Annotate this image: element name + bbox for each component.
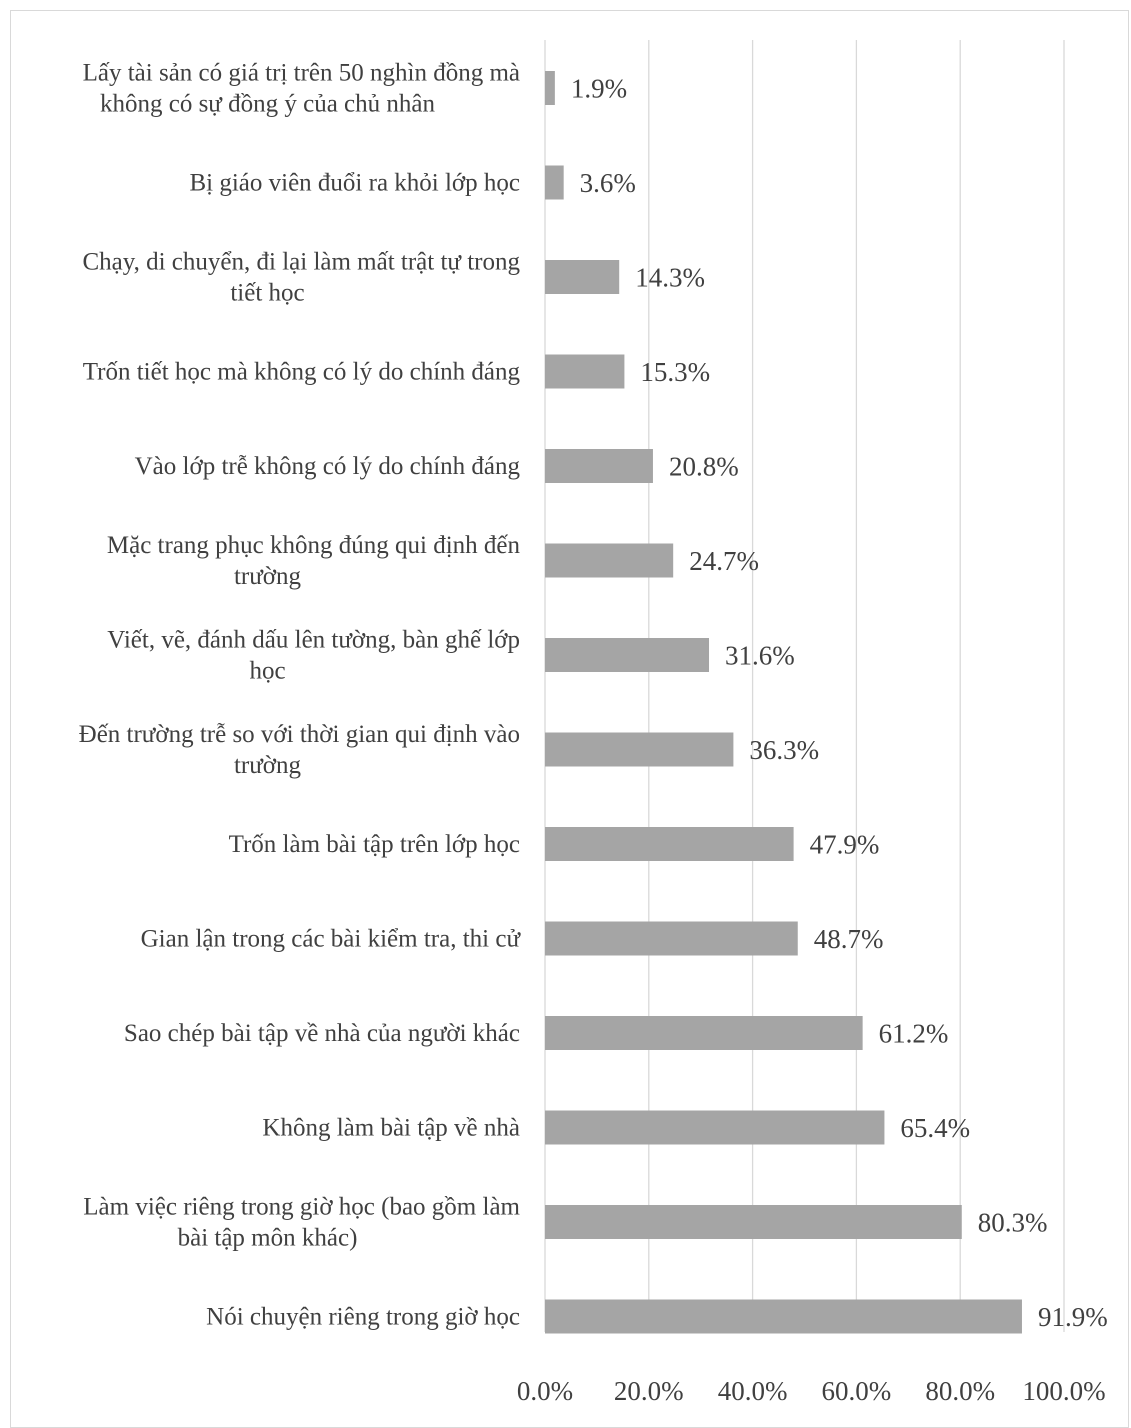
data-label: 31.6% (725, 641, 795, 671)
data-label: 61.2% (879, 1019, 949, 1049)
bar (545, 921, 798, 956)
category-label: Lấy tài sản có giá trị trên 50 nghìn đồn… (83, 60, 520, 87)
category-label: bài tập môn khác) (178, 1225, 358, 1252)
data-label: 15.3% (640, 357, 710, 387)
bar (545, 543, 674, 578)
bar (545, 1016, 863, 1050)
data-label: 48.7% (814, 924, 884, 954)
category-label: trường (234, 752, 302, 779)
bar (545, 165, 564, 200)
x-tick-label: 40.0% (718, 1376, 788, 1406)
bar (545, 732, 734, 767)
data-label: 36.3% (749, 735, 819, 765)
x-tick-label: 0.0% (517, 1376, 573, 1406)
bars (545, 71, 1022, 1334)
category-label: tiết học (230, 280, 304, 307)
bar (545, 638, 710, 672)
category-label: Không làm bài tập về nhà (262, 1115, 520, 1142)
category-label: Trốn làm bài tập trên lớp học (229, 831, 520, 858)
bar (545, 1205, 962, 1239)
bar (545, 260, 620, 294)
data-label: 91.9% (1038, 1302, 1108, 1332)
category-label: Trốn tiết học mà không có lý do chính đá… (83, 359, 521, 386)
category-label: Làm việc riêng trong giờ học (bao gồm là… (83, 1194, 520, 1221)
category-label: Mặc trang phục không đúng qui định đến (107, 532, 521, 559)
category-label: không có sự đồng ý của chủ nhân (100, 91, 436, 118)
bar (545, 354, 625, 389)
category-label: Đến trường trễ so với thời gian qui định… (79, 721, 520, 748)
bar (545, 827, 794, 861)
x-tick-label: 60.0% (822, 1376, 892, 1406)
x-axis-tick-labels: 0.0% 20.0% 40.0% 60.0% 80.0% 100.0% (517, 1376, 1106, 1406)
bar (545, 449, 653, 483)
data-label: 47.9% (810, 830, 880, 860)
category-label: Vào lớp trễ không có lý do chính đáng (135, 453, 521, 480)
data-label: 1.9% (571, 74, 627, 104)
data-label: 14.3% (635, 263, 705, 293)
bar (545, 71, 555, 105)
category-label: học (249, 658, 285, 685)
category-label: Sao chép bài tập về nhà của người khác (124, 1020, 520, 1047)
data-label: 80.3% (978, 1208, 1048, 1238)
category-label: trường (234, 563, 302, 590)
category-label: Gian lận trong các bài kiểm tra, thi cử (141, 926, 522, 953)
category-label: Viết, vẽ, đánh dấu lên tường, bàn ghế lớ… (107, 627, 520, 654)
data-label: 65.4% (900, 1113, 970, 1143)
category-labels: Lấy tài sản có giá trị trên 50 nghìn đồn… (79, 60, 522, 1331)
category-label: Nói chuyện riêng trong giờ học (206, 1304, 520, 1331)
chart-frame (10, 10, 1129, 1428)
data-label: 24.7% (689, 546, 759, 576)
x-tick-label: 100.0% (1022, 1376, 1105, 1406)
data-label: 3.6% (580, 168, 636, 198)
bar (545, 1299, 1022, 1334)
category-label: Chạy, di chuyển, đi lại làm mất trật tự … (82, 249, 520, 276)
bar (545, 1110, 885, 1145)
x-tick-label: 20.0% (614, 1376, 684, 1406)
data-label: 20.8% (669, 452, 739, 482)
category-label: Bị giáo viên đuổi ra khỏi lớp học (189, 170, 520, 197)
data-labels: 1.9% 3.6% 14.3% 15.3% 20.8% 24.7% 31.6% 36.3% 47… (571, 74, 1108, 1333)
x-tick-label: 80.0% (925, 1376, 995, 1406)
